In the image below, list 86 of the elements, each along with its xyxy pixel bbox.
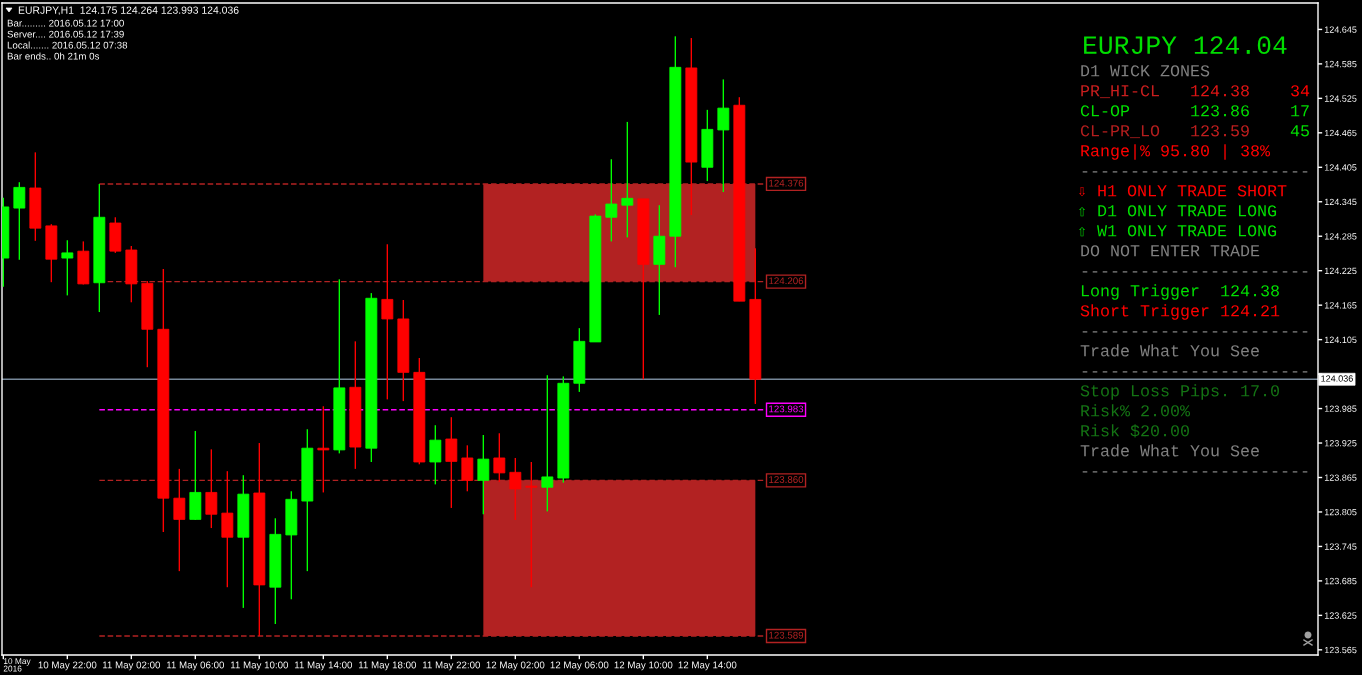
candlestick	[541, 374, 554, 513]
candlestick	[429, 424, 442, 486]
annotation: -----------------------	[1082, 331, 1308, 333]
x-tick-label: 12 May 10:00	[614, 661, 673, 671]
annotation: -----------------------	[1082, 271, 1308, 273]
annotation: Risk $20.00	[1081, 424, 1189, 438]
candlestick	[445, 416, 458, 509]
y-tick-label: 124.585	[1324, 60, 1357, 68]
ref-line-label: 124.376	[769, 179, 804, 187]
y-tick-label: 123.805	[1324, 508, 1357, 516]
annotation: Trade What You See	[1080, 444, 1259, 457]
annotation: Long Trigger 124.38	[1081, 284, 1279, 300]
x-tick-label: 10 May 2016	[3, 658, 31, 672]
y-tick-label: 124.525	[1324, 95, 1357, 102]
annotation: -----------------------	[1082, 371, 1308, 373]
annotation: Server.... 2016.05.12 17:39	[7, 30, 124, 38]
y-tick-label: 124.465	[1324, 129, 1357, 137]
candlestick	[61, 239, 74, 297]
candlestick	[493, 432, 506, 483]
candlestick	[477, 434, 490, 515]
candlestick	[621, 121, 634, 239]
x-tick-label: 11 May 14:00	[294, 661, 353, 671]
annotation: Trade What You See	[1080, 344, 1259, 357]
y-tick-label: 124.345	[1324, 198, 1357, 206]
annotation: D1 WICK ZONES	[1081, 65, 1210, 77]
y-tick-label: 123.685	[1324, 577, 1357, 585]
candlestick	[13, 181, 26, 261]
annotation: Bar......... 2016.05.12 17:00	[7, 19, 124, 27]
y-tick-label: 124.405	[1324, 164, 1357, 171]
y-tick-label: 123.865	[1324, 474, 1357, 481]
candlestick	[605, 158, 618, 243]
y-tick-label: 124.225	[1324, 267, 1357, 275]
candlestick	[317, 405, 330, 494]
y-tick-label: 123.925	[1324, 440, 1357, 447]
x-tick-label: 12 May 02:00	[486, 661, 545, 671]
candlestick	[509, 457, 522, 521]
annotation: ⇩ H1 ONLY TRADE SHORT	[1078, 185, 1287, 197]
annotation: 124.38	[1191, 85, 1249, 97]
annotation: Stop Loss Pips. 17.0	[1080, 384, 1280, 400]
candlestick	[717, 78, 730, 193]
annotation: CL-OP	[1080, 105, 1130, 117]
annotation: ⇧ D1 ONLY TRADE LONG	[1078, 205, 1277, 217]
chart-title: EURJPY,H1 124.175 124.264 123.993 124.036	[18, 6, 239, 16]
x-tick-label: 10 May 22:00	[38, 661, 97, 671]
annotation: Bar ends.. 0h 21m 0s	[7, 52, 100, 60]
annotation: 123.86	[1191, 105, 1249, 117]
annotation: -----------------------	[1082, 471, 1308, 473]
annotation: ⇧ W1 ONLY TRADE LONG	[1078, 225, 1277, 237]
annotation: CL-PR_LO	[1080, 125, 1160, 139]
x-tick-label: 11 May 10:00	[230, 661, 289, 671]
x-tick-label: 11 May 22:00	[422, 661, 481, 671]
annotation: 45	[1290, 125, 1309, 137]
y-tick-label: 123.625	[1324, 612, 1357, 619]
ref-line-label: 124.036	[1321, 375, 1353, 382]
ref-line-label: 123.860	[769, 476, 804, 483]
ref-line-label: 123.983	[769, 405, 804, 413]
y-tick-label: 124.165	[1324, 302, 1357, 309]
x-tick-label: 11 May 02:00	[102, 661, 161, 671]
annotation: DO NOT ENTER TRADE	[1081, 245, 1260, 257]
annotation: -----------------------	[1082, 171, 1308, 173]
annotation: EURJPY 124.04	[1084, 36, 1287, 55]
annotation: Risk% 2.00%	[1081, 404, 1191, 417]
annotation: 17	[1291, 105, 1309, 117]
y-tick-label: 124.105	[1324, 336, 1357, 343]
annotation: Local....... 2016.05.12 07:38	[7, 41, 128, 49]
annotation: Short Trigger 124.21	[1080, 304, 1280, 320]
annotation: 123.59	[1191, 125, 1249, 137]
ref-line-label: 124.206	[769, 277, 804, 285]
y-tick-label: 123.565	[1324, 646, 1357, 654]
annotation: PR_HI-CL	[1081, 85, 1159, 99]
candlestick	[381, 243, 394, 401]
x-tick-label: 11 May 18:00	[358, 661, 417, 671]
y-tick-label: 123.985	[1324, 405, 1357, 412]
candlestick	[461, 444, 474, 492]
annotation: Range|% 95.80 | 38%	[1081, 144, 1271, 160]
annotation: 34	[1291, 85, 1310, 97]
ref-line-label: 123.589	[769, 631, 804, 639]
candlestick	[205, 448, 218, 529]
y-tick-label: 124.645	[1324, 26, 1357, 33]
y-tick-label: 124.285	[1324, 233, 1357, 240]
y-tick-label: 123.745	[1324, 543, 1357, 550]
x-tick-label: 12 May 14:00	[678, 661, 737, 671]
x-tick-label: 11 May 06:00	[166, 661, 225, 671]
candlestick	[525, 461, 538, 588]
candlestick	[173, 468, 186, 572]
x-tick-label: 12 May 06:00	[550, 661, 609, 671]
